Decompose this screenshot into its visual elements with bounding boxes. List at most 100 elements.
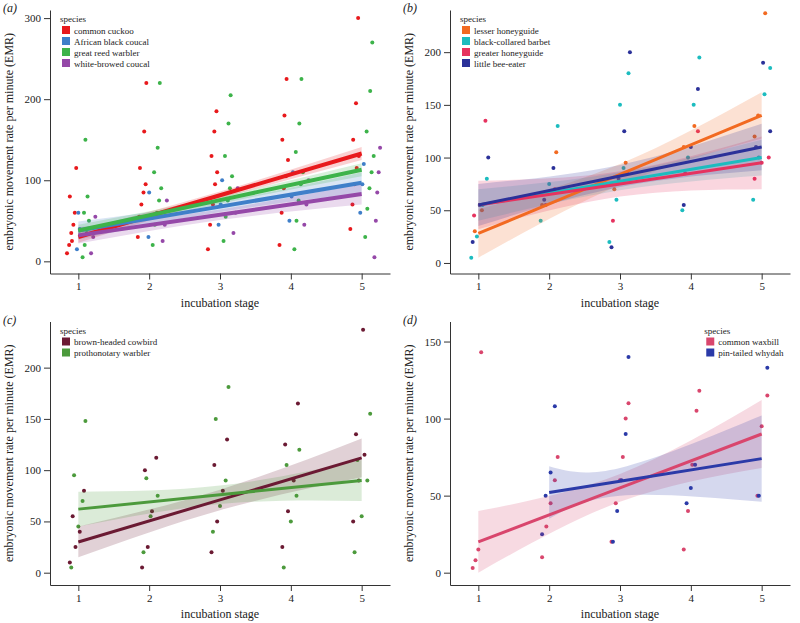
panel: 12345050100150200incubation stageembryon… — [2, 313, 391, 622]
tick-label: 50 — [30, 515, 42, 527]
point — [286, 158, 290, 162]
tick: 200 — [25, 362, 51, 374]
point — [471, 240, 475, 244]
tick-label: 0 — [36, 567, 42, 579]
point — [353, 550, 357, 554]
legend-swatch — [62, 59, 70, 67]
point — [222, 239, 226, 243]
panel: 123450100200300incubation stageembryonic… — [2, 1, 391, 310]
point — [627, 401, 631, 405]
tick-label: 3 — [618, 280, 624, 292]
tick: 0 — [436, 257, 451, 269]
point — [69, 231, 73, 235]
tick-label: 1 — [476, 280, 482, 292]
point — [212, 463, 216, 467]
x-axis-title: incubation stage — [181, 607, 259, 621]
point — [296, 402, 300, 406]
point — [89, 251, 93, 255]
point — [685, 501, 689, 505]
tick: 1 — [76, 274, 82, 293]
tick: 2 — [147, 585, 153, 604]
legend-label: brown-headed cowbird — [74, 337, 158, 347]
point — [68, 194, 72, 198]
point — [292, 247, 296, 251]
point — [556, 124, 560, 128]
legend-swatch — [462, 59, 470, 67]
point — [362, 162, 366, 166]
axis-line — [50, 322, 51, 586]
tick: 5 — [359, 274, 365, 293]
tick-label: 3 — [218, 592, 224, 604]
tick: 100 — [425, 413, 451, 425]
tick-label: 50 — [430, 204, 442, 216]
tick-label: 100 — [425, 413, 442, 425]
tick-mark — [44, 99, 50, 100]
point — [227, 122, 231, 126]
point — [551, 166, 555, 170]
tick: 3 — [218, 274, 224, 293]
point — [751, 198, 755, 202]
x-axis-title: incubation stage — [581, 607, 659, 621]
y-axis: 0100200300 — [25, 11, 51, 275]
points — [471, 50, 772, 249]
point — [360, 514, 364, 518]
confidence-band — [78, 163, 361, 236]
point — [610, 245, 614, 249]
point — [365, 478, 369, 482]
point — [206, 247, 210, 251]
tick-mark — [220, 585, 221, 591]
tick-mark — [78, 585, 79, 591]
point — [358, 211, 362, 215]
tick-mark — [44, 368, 50, 369]
x-axis-title: incubation stage — [581, 296, 659, 310]
point — [761, 61, 765, 65]
point — [229, 93, 233, 97]
y-axis: 050100150200 — [425, 11, 451, 275]
point — [367, 186, 371, 190]
point — [765, 393, 769, 397]
legend-swatch — [462, 37, 470, 45]
legend-swatch — [62, 349, 70, 357]
tick-mark — [44, 521, 50, 522]
tick-mark — [149, 585, 150, 591]
point — [611, 540, 615, 544]
point — [469, 256, 473, 260]
fit-line — [478, 163, 761, 205]
point — [214, 109, 218, 113]
point — [154, 456, 158, 460]
tick-label: 2 — [147, 280, 153, 292]
tick-mark — [444, 210, 450, 211]
tick: 2 — [547, 274, 553, 293]
x-axis-title: incubation stage — [181, 296, 259, 310]
point — [374, 219, 378, 223]
tick-label: 1 — [76, 592, 82, 604]
panel-label: (b) — [403, 1, 417, 15]
point — [231, 231, 235, 235]
tick: 3 — [218, 585, 224, 604]
x-axis: 12345 — [51, 274, 391, 293]
tick-label: 1 — [476, 592, 482, 604]
points — [469, 55, 772, 259]
point — [152, 170, 156, 174]
point — [83, 243, 87, 247]
tick-label: 100 — [425, 152, 442, 164]
point — [474, 558, 478, 562]
tick-label: 5 — [759, 280, 765, 292]
legend-swatch — [706, 349, 714, 357]
tick-label: 200 — [425, 46, 442, 58]
tick-label: 150 — [425, 336, 442, 348]
point — [230, 174, 234, 178]
point — [295, 219, 299, 223]
tick: 0 — [436, 567, 451, 579]
tick: 0 — [36, 567, 51, 579]
y-axis-title: embryonic movement rate per minute (EMR) — [402, 33, 416, 251]
point — [378, 146, 382, 150]
tick: 1 — [76, 585, 82, 604]
legend: speciescommon cuckooAfrican black coucal… — [60, 14, 150, 69]
point — [365, 130, 369, 134]
legend-label: white-browed coucal — [74, 59, 150, 69]
tick-mark — [44, 261, 50, 262]
x-axis: 12345 — [51, 585, 391, 604]
point — [483, 119, 487, 123]
legend-label: lesser honeyguide — [474, 26, 539, 36]
